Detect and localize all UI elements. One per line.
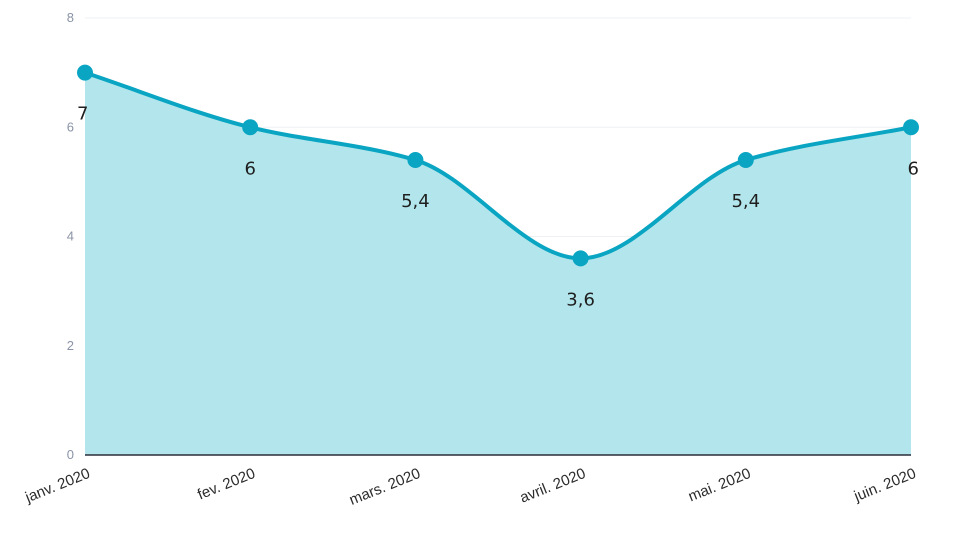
- y-tick-label: 0: [67, 447, 74, 462]
- data-point[interactable]: [77, 64, 93, 81]
- x-tick-label: fev. 2020: [195, 465, 258, 503]
- data-label: 5,4: [731, 191, 760, 212]
- data-label: 3,6: [566, 289, 595, 310]
- x-tick-label: avril. 2020: [518, 465, 589, 507]
- x-tick-label: juin. 2020: [851, 465, 919, 506]
- x-tick-label: mars. 2020: [347, 465, 423, 509]
- area-layer: [83, 70, 913, 455]
- data-label: 6: [244, 158, 255, 179]
- data-label: 7: [77, 104, 88, 125]
- data-point[interactable]: [572, 250, 589, 267]
- y-tick-label: 8: [67, 10, 74, 25]
- y-axis-ticks: 0 2 4 6 8: [67, 10, 74, 462]
- data-label: 5,4: [401, 191, 430, 212]
- y-tick-label: 6: [67, 119, 74, 134]
- data-labels: 7 6 5,4 3,6 5,4 6: [77, 104, 919, 311]
- x-tick-label: janv. 2020: [22, 465, 92, 507]
- data-points: [77, 64, 919, 267]
- data-point[interactable]: [407, 152, 424, 169]
- x-tick-label: mai. 2020: [686, 465, 753, 505]
- data-label: 6: [908, 158, 919, 179]
- area-fill: [85, 72, 911, 455]
- data-point[interactable]: [242, 119, 259, 136]
- data-point[interactable]: [737, 152, 754, 169]
- y-tick-label: 2: [67, 338, 74, 353]
- x-axis-ticks: janv. 2020 fev. 2020 mars. 2020 avril. 2020…: [22, 465, 918, 509]
- y-tick-label: 4: [67, 229, 74, 244]
- data-point[interactable]: [903, 119, 919, 136]
